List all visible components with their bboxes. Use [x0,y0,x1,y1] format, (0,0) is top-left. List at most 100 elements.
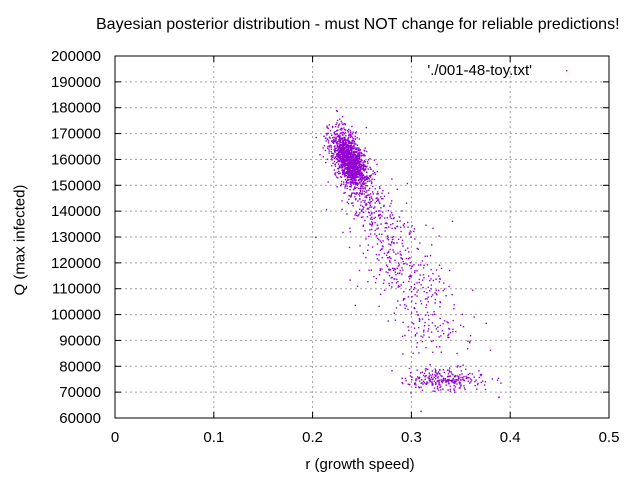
data-point [369,218,372,220]
data-point [473,316,475,318]
data-point [416,346,418,348]
data-point [409,375,411,377]
data-point [360,216,363,218]
data-point [352,131,354,133]
data-point [342,170,344,172]
data-point [368,178,370,180]
data-point [353,142,355,144]
data-point [363,161,366,163]
data-point [346,164,348,166]
data-point [439,301,441,303]
data-point [337,155,340,158]
data-point [332,140,334,142]
data-point [369,233,372,235]
data-point [391,200,393,202]
data-point [361,173,363,175]
data-point [346,159,348,161]
data-point [346,162,348,164]
data-point [357,156,360,158]
data-point [469,378,472,380]
data-point [427,314,430,317]
data-point [348,153,350,155]
data-point [364,199,366,202]
data-point [442,322,444,325]
data-point [393,242,395,245]
data-point [353,167,355,169]
data-point [358,170,361,172]
data-point [378,254,380,256]
data-point [337,129,339,131]
data-point [336,119,339,122]
data-point [348,168,351,171]
data-point [424,378,426,381]
data-point [420,335,422,337]
data-point [425,304,428,306]
data-point [431,381,433,383]
data-point [417,313,419,316]
data-point [428,336,430,338]
data-point [353,174,355,176]
data-point [376,170,378,173]
data-point [336,162,338,164]
data-point [429,378,431,380]
data-point [415,386,417,388]
data-point [325,161,327,164]
data-point [347,152,349,154]
data-point [389,214,391,216]
data-point [356,171,358,174]
data-point [365,126,368,129]
data-point [452,319,454,322]
data-point [435,328,438,330]
data-point [352,205,354,207]
data-point [396,220,398,222]
data-point [395,253,397,255]
data-point [440,380,443,383]
data-point [339,118,341,120]
data-point [338,168,340,170]
data-point [359,190,362,192]
data-point [421,389,424,391]
data-point [454,375,456,377]
data-point [428,372,430,374]
data-point [341,164,344,166]
data-point [392,267,394,269]
data-point [418,264,420,266]
data-point [339,176,342,178]
data-point [388,243,390,245]
data-point [353,159,355,161]
data-point [456,352,458,355]
data-point [328,150,330,152]
data-point [340,149,342,151]
data-point [361,179,363,182]
data-point [357,176,360,178]
data-point [350,155,352,157]
data-point [361,183,363,185]
data-point [370,196,372,198]
data-point [339,159,341,161]
data-point [327,181,329,183]
data-point [439,384,441,386]
data-point [362,224,364,226]
data-point [345,129,347,131]
data-point [349,146,352,148]
data-point [358,160,360,162]
data-point [325,137,327,139]
data-point [336,158,339,160]
data-point [348,145,350,148]
data-point [351,177,353,179]
data-point [331,126,334,129]
data-point [427,286,429,289]
data-point [437,330,439,332]
data-point [350,184,353,186]
data-point [350,196,352,198]
data-point [370,180,372,182]
x-tick-label: 0.1 [203,429,224,446]
data-point [344,178,347,181]
data-point [401,267,403,269]
data-point [376,243,379,245]
data-point [362,167,365,169]
data-point [365,191,367,193]
data-point [382,240,384,242]
data-point [330,144,332,147]
data-point [332,141,334,143]
